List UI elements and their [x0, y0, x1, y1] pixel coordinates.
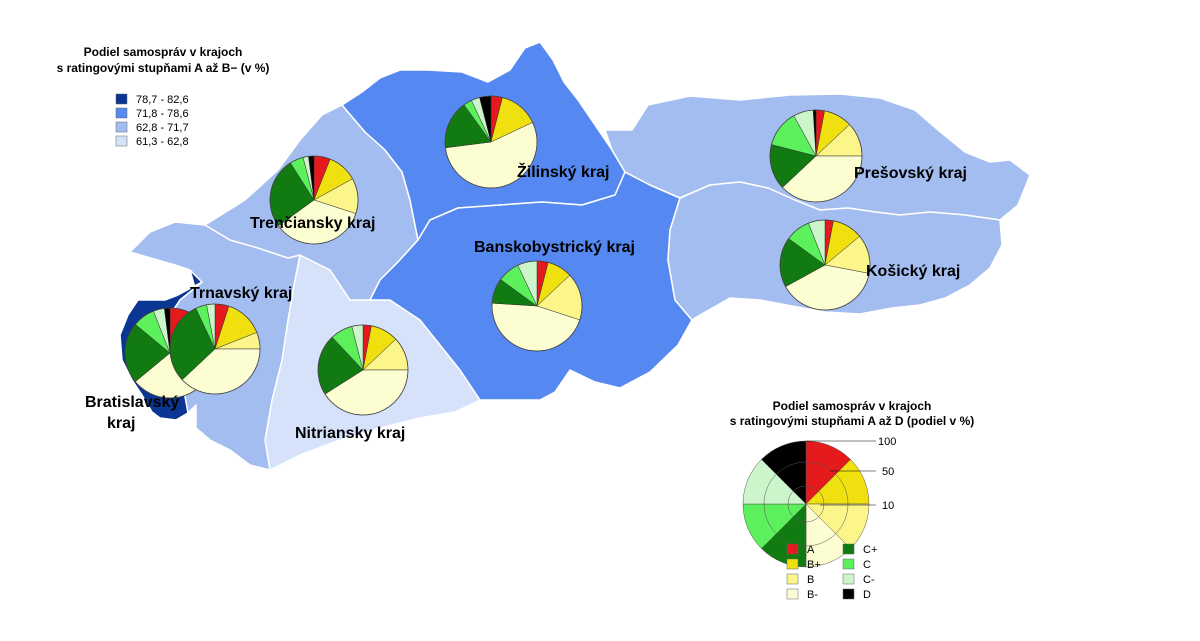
pie-legend-title-2: s ratingovými stupňami A až D (podiel v … — [730, 414, 974, 428]
region-pie-charts — [124, 95, 871, 416]
region-label-bratislavsky: Bratislavský kraj — [85, 394, 184, 432]
region-label-kosicky: Košický kraj — [866, 263, 960, 280]
scale-label-100: 100 — [878, 436, 896, 448]
region-label-trenciansky: Trenčiansky kraj — [250, 215, 375, 232]
pie-presovsky-kraj — [769, 109, 863, 203]
choropleth-swatch-1 — [115, 107, 128, 119]
choropleth-legend-title-1: Podiel samospráv v krajoch — [84, 45, 243, 59]
grade-label-7: D — [863, 589, 871, 601]
grade-label-4: C+ — [863, 544, 877, 556]
pie-outline — [779, 219, 871, 311]
pie-outline — [169, 303, 261, 395]
pie-outline — [769, 109, 863, 203]
pie-legend: Podiel samospráv v krajoch s ratingovými… — [730, 399, 974, 601]
pie-nitriansky-kraj — [317, 324, 409, 416]
pie-banskobystricky-kraj — [491, 260, 583, 352]
grade-swatch-7 — [842, 588, 855, 600]
pie-outline — [317, 324, 409, 416]
pie-outline — [269, 155, 359, 245]
choropleth-legend: Podiel samospráv v krajoch s ratingovými… — [57, 45, 270, 148]
grade-swatch-5 — [842, 558, 855, 570]
grade-label-2: B — [807, 574, 814, 586]
grade-label-1: B+ — [807, 559, 821, 571]
grade-label-5: C — [863, 559, 871, 571]
pie-zilinsky-kraj — [444, 95, 538, 189]
choropleth-label-3: 61,3 - 62,8 — [136, 136, 189, 148]
grade-swatch-1 — [786, 558, 799, 570]
pie-outline — [491, 260, 583, 352]
pie-outline — [444, 95, 538, 189]
region-label-trnavsky: Trnavský kraj — [190, 285, 292, 302]
pie-kosicky-kraj — [779, 219, 871, 311]
choropleth-swatch-3 — [115, 135, 128, 147]
choropleth-legend-title-2: s ratingovými stupňami A až B− (v %) — [57, 61, 270, 75]
grade-swatch-3 — [786, 588, 799, 600]
choropleth-label-2: 62,8 - 71,7 — [136, 122, 189, 134]
choropleth-label-0: 78,7 - 82,6 — [136, 94, 189, 106]
region-label-nitriansky: Nitriansky kraj — [295, 425, 405, 442]
choropleth-label-1: 71,8 - 78,6 — [136, 108, 189, 120]
region-label-banskobystricky: Banskobystrický kraj — [474, 239, 635, 256]
pie-legend-title-1: Podiel samospráv v krajoch — [773, 399, 932, 413]
region-label-presovsky: Prešovský kraj — [854, 165, 967, 182]
grade-label-3: B- — [807, 589, 818, 601]
pie-trenciansky-kraj — [269, 155, 359, 245]
grade-swatch-4 — [842, 543, 855, 555]
grade-swatch-2 — [786, 573, 799, 585]
grade-swatch-6 — [842, 573, 855, 585]
grade-label-0: A — [807, 544, 815, 556]
region-labels: Žilinský kraj Trenčiansky kraj Prešovský… — [85, 162, 967, 442]
sample-sector-3-7 — [792, 485, 807, 505]
scale-label-50: 50 — [882, 466, 894, 478]
grade-label-6: C- — [863, 574, 875, 586]
scale-label-10: 10 — [882, 500, 894, 512]
choropleth-swatch-2 — [115, 121, 128, 133]
choropleth-swatch-0 — [115, 93, 128, 105]
region-label-zilinsky: Žilinský kraj — [517, 162, 610, 181]
pie-trnavsky-kraj — [169, 303, 261, 395]
grade-swatch-0 — [786, 543, 799, 555]
